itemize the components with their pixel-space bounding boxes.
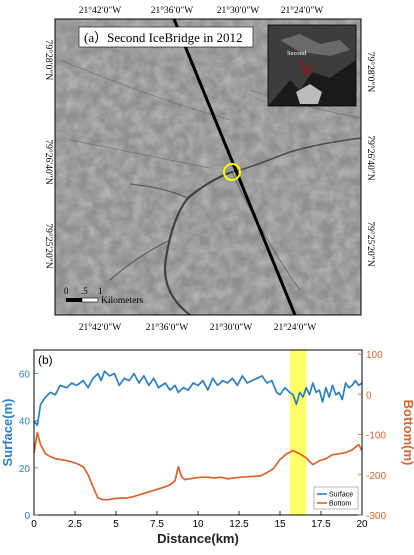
scale-tick: 1 [98,286,103,296]
chart-legend: Surface Bottom [313,486,359,510]
right-tick-label: -100 [366,431,386,442]
x-tick-label: 2.5 [68,519,82,530]
x-tick-label: 15 [274,519,286,530]
right-tick-label: -200 [366,471,386,482]
profile-chart: 0 2.5 5 7.5 10 12.5 15 17.5 20 0 20 40 60 -300 -200 -10… [0,349,414,546]
x-tick-label: 20 [356,519,368,530]
x-tick-label: 10 [192,519,204,530]
legend-entry-surface: Surface [329,492,353,499]
meltwater-channel [164,170,233,315]
map-title-box [78,26,254,48]
left-axis-label: Surface(m) [0,399,15,467]
left-lat-tick: 79°25′20″N [43,223,54,268]
right-lat-tick: 79°26′40″N [365,135,376,180]
scale-tick: .5 [81,286,88,296]
top-lon-tick: 21°24′0″W [281,5,324,16]
plot-frame [33,349,363,516]
map-frame [54,18,362,316]
right-tick-label: -300 [366,511,386,522]
bottom-lon-tick: 21°42′0″W [79,322,122,333]
flight-track-line [172,19,297,315]
scale-bar: 0 .5 1 Kilometers [64,286,144,306]
chart-panel-label: (b) [38,353,53,367]
bottom-lon-tick: 21°36′0″W [146,322,189,333]
right-tick-label: 100 [366,350,383,361]
scale-tick: 0 [64,286,69,296]
location-inset: Second [267,24,357,107]
left-lat-tick: 79°28′0″N [43,40,54,81]
legend-entry-bottom: Bottom [329,501,351,508]
x-tick-label: 5 [113,519,119,530]
bottom-lon-tick: 21°24′0″W [274,322,317,333]
map-panel: 21°42′0″W 21°36′0″W 21°30′0″W 21°24′0″W [43,5,376,333]
map-title: (a）Second IceBridge in 2012 [84,30,242,45]
series-line-bottom [33,431,363,501]
highlight-band [289,350,307,515]
series-line-surface [33,370,363,427]
x-tick-label: 17.5 [311,519,331,530]
left-tick-label: 20 [19,464,31,475]
left-tick-label: 60 [19,370,31,381]
right-lat-tick: 79°28′0″N [365,52,376,93]
meltwater-channel [231,137,361,173]
scale-unit: Kilometers [101,296,144,306]
right-lat-tick: 79°25′20″N [365,221,376,266]
x-tick-label: 12.5 [229,519,249,530]
right-tick-label: 0 [366,390,372,401]
top-lon-ticks: 21°42′0″W 21°36′0″W 21°30′0″W 21°24′0″W [79,5,324,16]
meltwater-channel [109,239,171,281]
bottom-lon-ticks: 21°42′0″W 21°36′0″W 21°30′0″W 21°24′0″W [79,322,317,333]
top-lon-tick: 21°36′0″W [151,5,194,16]
x-tick-label: 7.5 [150,519,164,530]
meltwater-channel [231,171,301,291]
x-tick-label: 0 [31,519,37,530]
left-lat-tick: 79°26′40″N [43,139,54,184]
right-axis-label: Bottom(m) [401,400,414,466]
top-lon-tick: 21°30′0″W [217,5,260,16]
meltwater-channel [129,183,189,199]
top-lon-tick: 21°42′0″W [79,5,122,16]
bottom-lon-tick: 21°30′0″W [210,322,253,333]
x-axis-label: Distance(km) [157,531,239,546]
inset-track-marker [299,59,311,77]
left-tick-label: 40 [19,417,31,428]
left-tick-label: 0 [24,511,30,522]
lake-highlight-circle [223,163,241,181]
inset-label: Second [287,50,307,57]
